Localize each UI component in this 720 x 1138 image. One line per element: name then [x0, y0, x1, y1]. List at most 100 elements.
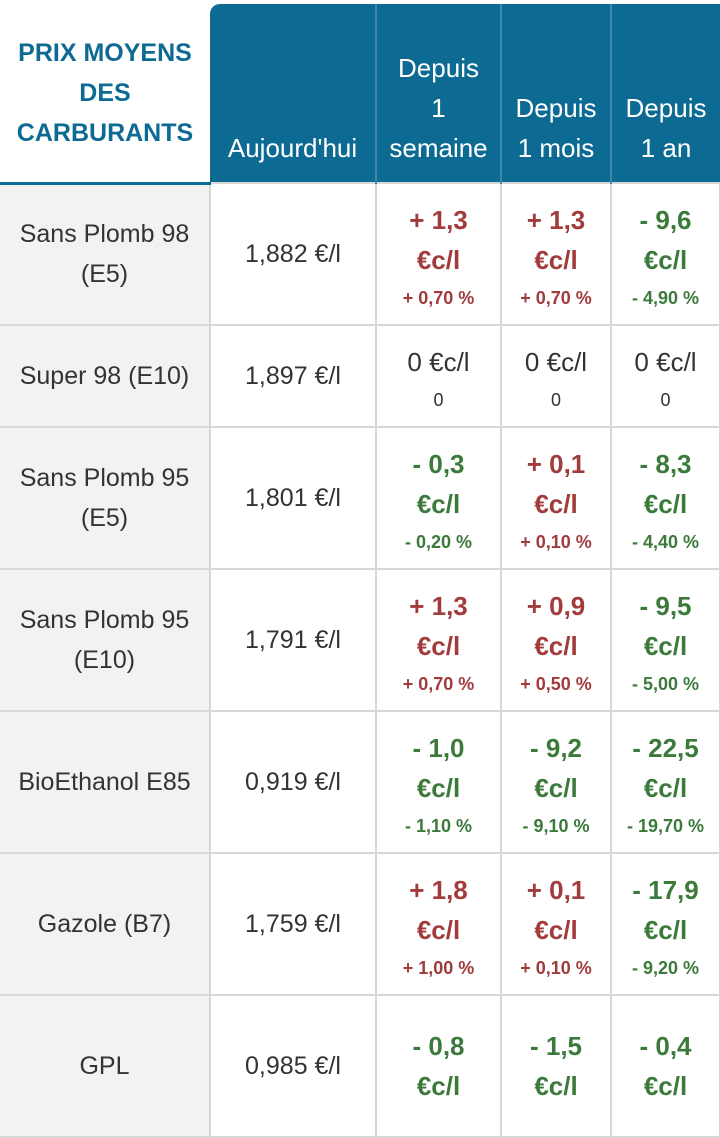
fuel-name: Super 98 (E10)	[0, 324, 211, 428]
change-line: €c/l	[534, 244, 578, 275]
change-line: + 0,1	[526, 448, 586, 479]
change-line: + 0,1	[526, 874, 586, 905]
change-line: €c/l	[534, 772, 578, 803]
change-line: - 0,4	[639, 1031, 692, 1061]
change-line: €c/l	[534, 630, 578, 661]
price: 1,897 €/l	[209, 324, 377, 428]
change-value: + 1,3 €c/l	[506, 200, 606, 280]
change-cell: + 0,1 €c/l + 0,10 %	[500, 426, 612, 570]
change-line: €c/l	[643, 772, 688, 803]
change-value: 0 €c/l	[381, 342, 496, 382]
fuel-row: Sans Plomb 98 (E5) 1,882 €/l + 1,3 €c/l + 0,…	[0, 182, 720, 326]
change-percent: - 9,10 %	[522, 815, 590, 836]
change-line: - 8,3	[639, 448, 692, 479]
change-line: - 9,5	[639, 590, 692, 621]
change-percent: 0	[433, 389, 444, 410]
change-line: €c/l	[416, 488, 461, 519]
change-value: - 9,2 €c/l	[506, 728, 606, 808]
change-line: + 0,9	[526, 590, 586, 621]
change-cell: - 8,3 €c/l - 4,40 %	[610, 426, 720, 570]
change-line: €c/l	[416, 1071, 461, 1101]
fuel-name: BioEthanol E85	[0, 710, 211, 854]
header-line: Depuis	[515, 93, 597, 123]
header-line: Depuis	[398, 53, 479, 83]
change-value: + 1,8 €c/l	[381, 870, 496, 950]
change-cell: - 1,5 €c/l	[500, 994, 612, 1138]
change-line: - 0,3	[412, 448, 465, 479]
change-percent: + 0,70 %	[520, 287, 592, 308]
column-header: Depuis 1 semaine	[375, 4, 501, 183]
header-line: Aujourd'hui	[227, 133, 358, 163]
change-value: - 0,3 €c/l	[381, 444, 496, 524]
change-line: + 1,3	[409, 204, 468, 235]
fuel-price-table: PRIX MOYENS DES CARBURANTS Aujourd'hui Depui…	[0, 4, 720, 1138]
table-body: Sans Plomb 98 (E5) 1,882 €/l + 1,3 €c/l + 0,…	[0, 182, 720, 1138]
change-cell: - 0,4 €c/l	[610, 994, 720, 1138]
change-line: €c/l	[416, 244, 461, 275]
change-cell: + 1,8 €c/l + 1,00 %	[375, 852, 502, 996]
fuel-name: Sans Plomb 95 (E10)	[0, 568, 211, 712]
change-line: €c/l	[643, 914, 688, 945]
column-header: Depuis 1 mois	[500, 4, 611, 183]
change-line: €c/l	[534, 1071, 578, 1101]
change-line: + 1,3	[409, 590, 468, 621]
change-value: - 17,9 €c/l	[616, 870, 715, 950]
price: 0,919 €/l	[209, 710, 377, 854]
change-cell: + 1,3 €c/l + 0,70 %	[375, 568, 502, 712]
fuel-row: Sans Plomb 95 (E5) 1,801 €/l - 0,3 €c/l - 0,…	[0, 426, 720, 570]
change-line: - 22,5	[632, 732, 699, 763]
change-cell: 0 €c/l 0	[500, 324, 612, 428]
change-percent: 0	[660, 389, 671, 410]
fuel-name: Sans Plomb 98 (E5)	[0, 182, 211, 326]
change-percent: + 1,00 %	[402, 957, 475, 978]
fuel-row: BioEthanol E85 0,919 €/l - 1,0 €c/l - 1,10 %…	[0, 710, 720, 854]
change-cell: + 1,3 €c/l + 0,70 %	[500, 182, 612, 326]
change-line: + 1,3	[526, 204, 586, 235]
change-cell: - 0,8 €c/l	[375, 994, 502, 1138]
change-percent: - 19,70 %	[626, 815, 705, 836]
change-line: €c/l	[534, 488, 578, 519]
header-line: semaine	[389, 133, 488, 163]
change-percent: - 4,90 %	[631, 287, 700, 308]
change-value: - 9,6 €c/l	[616, 200, 715, 280]
change-line: - 1,5	[529, 1031, 583, 1061]
fuel-row: Gazole (B7) 1,759 €/l + 1,8 €c/l + 1,00 % + 0…	[0, 852, 720, 996]
change-line: - 17,9	[632, 874, 699, 905]
column-header: Depuis 1 an	[610, 4, 720, 183]
change-line: €c/l	[643, 244, 688, 275]
change-value: + 0,1 €c/l	[506, 870, 606, 950]
title-line: CARBURANTS	[16, 118, 194, 147]
change-line: €c/l	[416, 630, 461, 661]
change-line: €c/l	[416, 772, 461, 803]
change-percent: - 0,20 %	[404, 531, 473, 552]
change-cell: 0 €c/l 0	[610, 324, 720, 428]
change-value: + 1,3 €c/l	[381, 200, 496, 280]
change-cell: - 0,3 €c/l - 0,20 %	[375, 426, 502, 570]
change-line: €c/l	[643, 488, 688, 519]
change-percent: - 4,40 %	[631, 531, 700, 552]
change-line: 0 €c/l	[634, 346, 697, 377]
change-value: + 1,3 €c/l	[381, 586, 496, 666]
change-value: 0 €c/l	[616, 342, 715, 382]
change-percent: + 0,10 %	[520, 531, 592, 552]
change-value: - 22,5 €c/l	[616, 728, 715, 808]
change-cell: - 17,9 €c/l - 9,20 %	[610, 852, 720, 996]
page: PRIX MOYENS DES CARBURANTS Aujourd'hui Depui…	[0, 4, 720, 1138]
column-header: Aujourd'hui	[210, 4, 376, 183]
change-line: €c/l	[643, 1071, 688, 1101]
price: 1,759 €/l	[209, 852, 377, 996]
fuel-name: Gazole (B7)	[0, 852, 211, 996]
change-cell: + 0,9 €c/l + 0,50 %	[500, 568, 612, 712]
change-cell: + 0,1 €c/l + 0,10 %	[500, 852, 612, 996]
change-percent: + 0,50 %	[520, 673, 592, 694]
price: 1,882 €/l	[209, 182, 377, 326]
change-value: - 0,4 €c/l	[616, 1026, 715, 1106]
change-percent: 0	[550, 389, 561, 410]
change-percent: + 0,10 %	[520, 957, 592, 978]
change-line: - 9,6	[639, 204, 692, 235]
title-line: DES	[79, 78, 131, 107]
change-line: - 0,8	[412, 1031, 465, 1061]
change-value: - 8,3 €c/l	[616, 444, 715, 524]
change-cell: - 1,0 €c/l - 1,10 %	[375, 710, 502, 854]
change-cell: - 9,2 €c/l - 9,10 %	[500, 710, 612, 854]
